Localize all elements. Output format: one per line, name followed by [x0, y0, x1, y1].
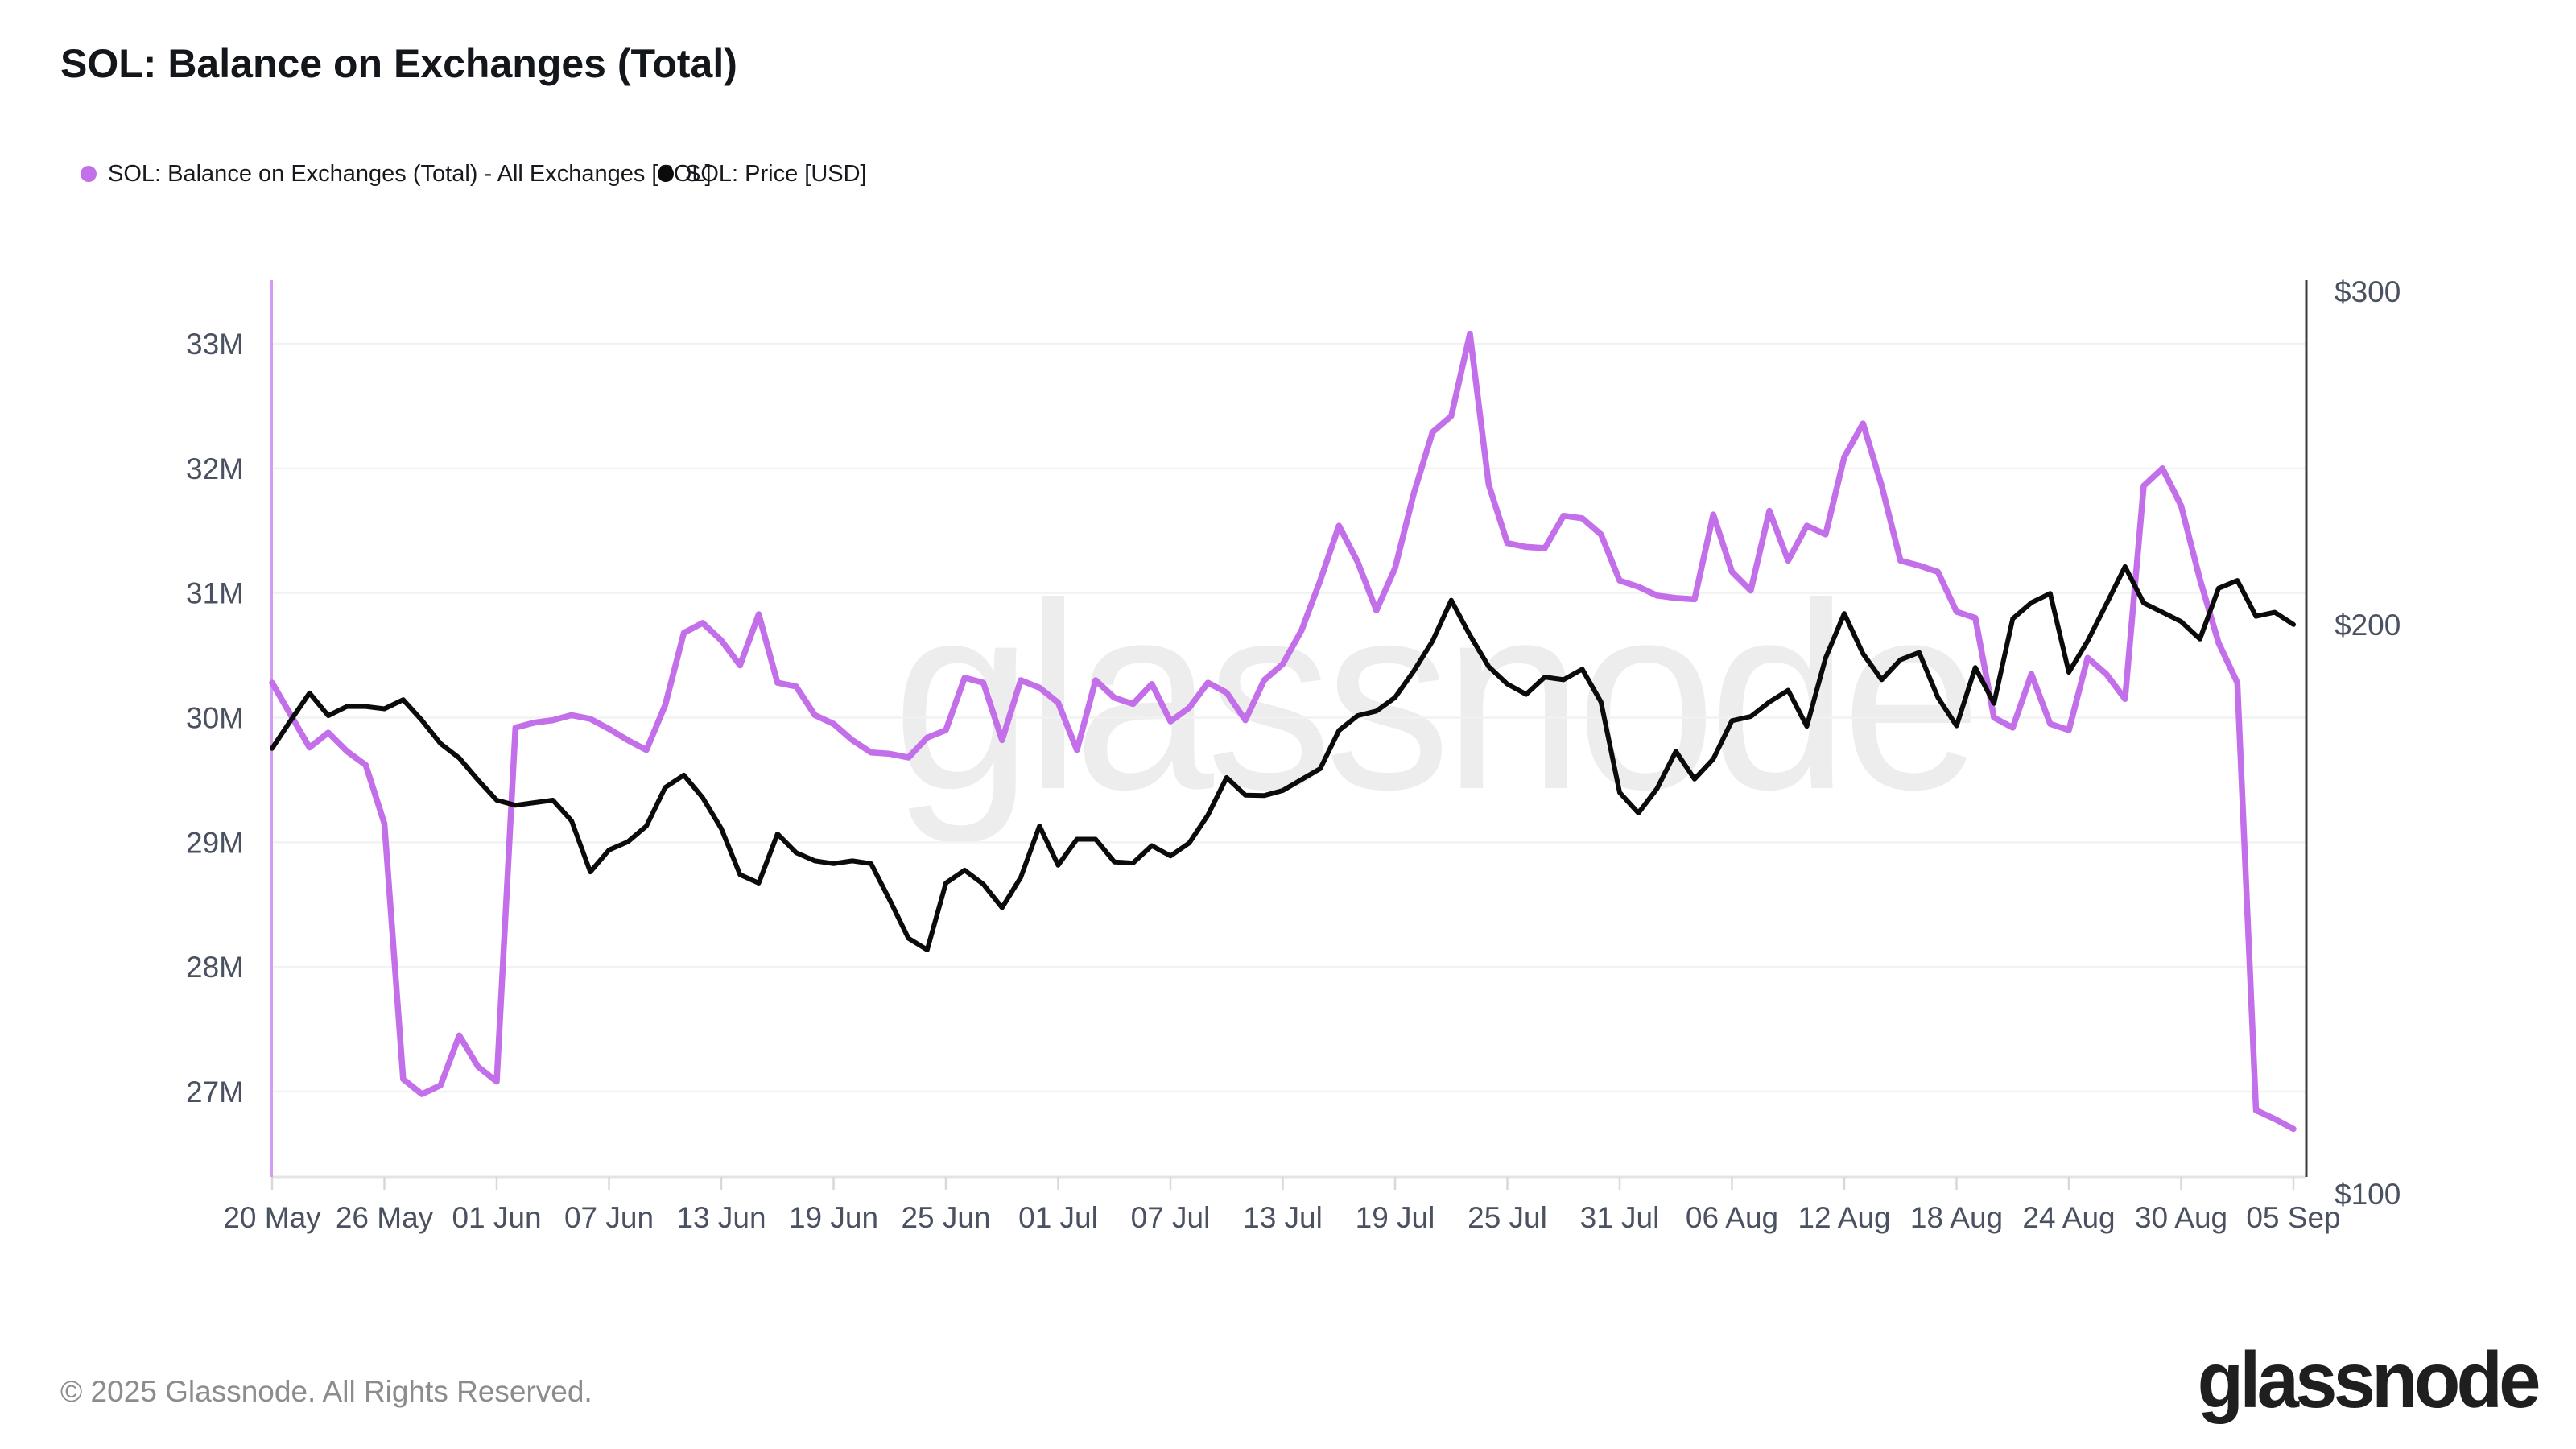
- legend-label-price: SOL: Price [USD]: [685, 160, 867, 187]
- x-axis-tick-label: 12 Aug: [1798, 1201, 1890, 1234]
- x-axis-tick-label: 05 Sep: [2246, 1201, 2340, 1234]
- x-axis-tick-label: 30 Aug: [2135, 1201, 2227, 1234]
- y-right-tick-label: $300: [2334, 275, 2401, 308]
- x-axis-tick-label: 25 Jun: [901, 1201, 990, 1234]
- legend-item-balance[interactable]: SOL: Balance on Exchanges (Total) - All …: [80, 158, 712, 190]
- x-axis-tick-label: 19 Jul: [1356, 1201, 1435, 1234]
- x-axis-tick-label: 01 Jun: [452, 1201, 541, 1234]
- price-line-series[interactable]: [270, 564, 2296, 952]
- page-title: SOL: Balance on Exchanges (Total): [60, 41, 737, 86]
- x-axis-tick-label: 19 Jun: [789, 1201, 878, 1234]
- x-axis-tick-label: 07 Jun: [564, 1201, 654, 1234]
- x-axis-tick-label: 06 Aug: [1686, 1201, 1778, 1234]
- glassnode-logo: glassnode: [2197, 1335, 2541, 1424]
- x-axis-tick-label: 31 Jul: [1580, 1201, 1660, 1234]
- legend-dot-balance-icon: [80, 166, 97, 182]
- y-left-tick-label: 31M: [186, 577, 244, 610]
- legend-item-price[interactable]: SOL: Price [USD]: [658, 158, 867, 190]
- balance-line-series[interactable]: [269, 330, 2297, 1133]
- y-left-tick-label: 27M: [186, 1075, 244, 1108]
- copyright-text: © 2025 Glassnode. All Rights Reserved.: [60, 1375, 592, 1408]
- x-axis-tick-label: 13 Jun: [676, 1201, 766, 1234]
- y-left-tick-label: 28M: [186, 951, 244, 984]
- y-left-tick-label: 32M: [186, 452, 244, 485]
- y-left-tick-label: 33M: [186, 328, 244, 361]
- x-axis-tick-label: 18 Aug: [1910, 1201, 2003, 1234]
- x-axis-tick-label: 01 Jul: [1018, 1201, 1098, 1234]
- y-right-tick-label: $200: [2334, 609, 2401, 642]
- y-left-tick-label: 29M: [186, 826, 244, 859]
- legend-dot-price-icon: [658, 166, 674, 182]
- x-axis-tick-label: 25 Jul: [1468, 1201, 1547, 1234]
- y-left-tick-label: 30M: [186, 701, 244, 734]
- y-right-tick-label: $100: [2334, 1178, 2401, 1211]
- legend-label-balance: SOL: Balance on Exchanges (Total) - All …: [108, 160, 712, 187]
- x-axis-tick-label: 07 Jul: [1131, 1201, 1211, 1234]
- x-axis-tick-label: 13 Jul: [1243, 1201, 1323, 1234]
- x-axis-tick-label: 26 May: [336, 1201, 434, 1234]
- chart-legend: SOL: Balance on Exchanges (Total) - All …: [0, 158, 2576, 190]
- x-axis-tick-label: 20 May: [223, 1201, 321, 1234]
- x-axis-tick-label: 24 Aug: [2022, 1201, 2115, 1234]
